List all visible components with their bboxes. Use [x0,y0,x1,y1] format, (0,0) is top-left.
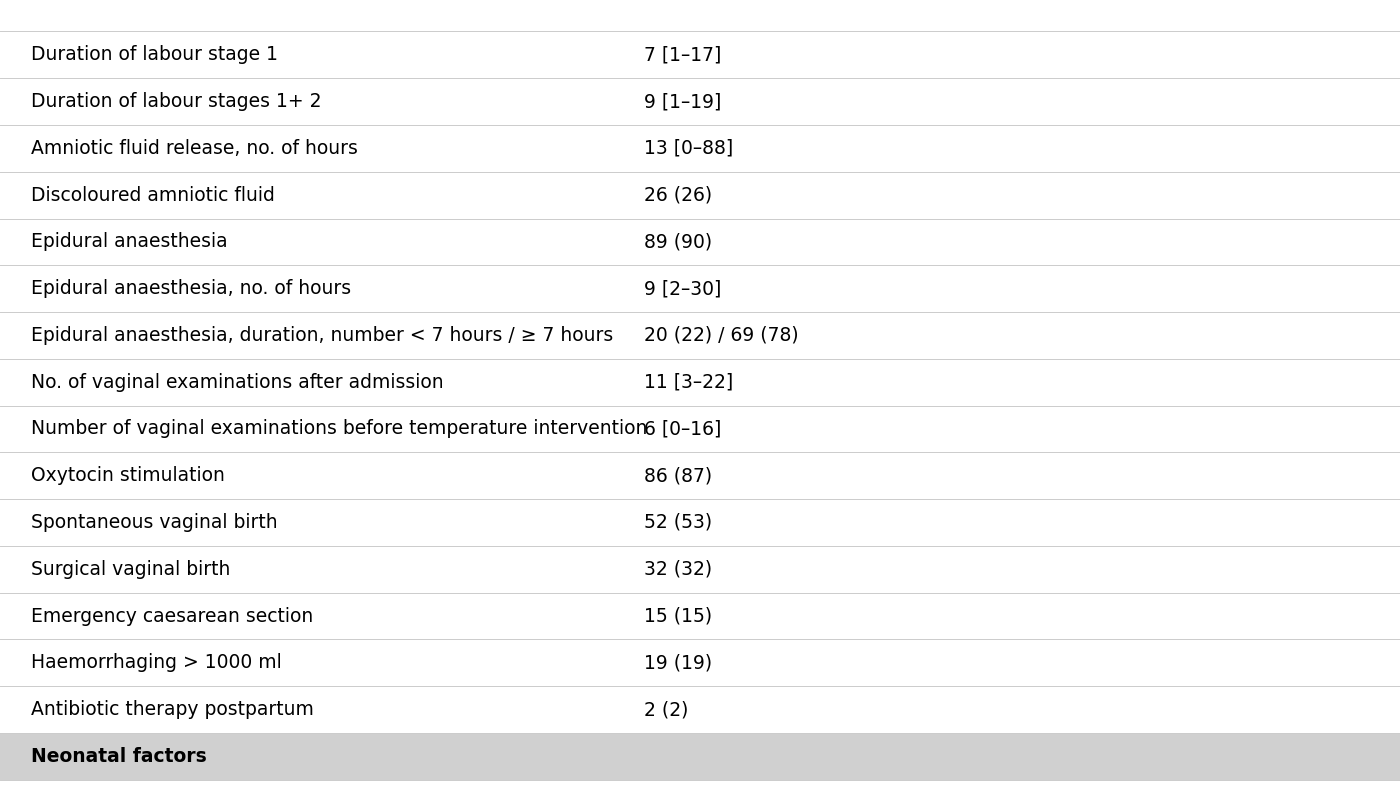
Text: Emergency caesarean section: Emergency caesarean section [31,607,314,626]
Text: 20 (22) / 69 (78): 20 (22) / 69 (78) [644,326,798,345]
Text: Epidural anaesthesia, no. of hours: Epidural anaesthesia, no. of hours [31,279,351,298]
Text: 15 (15): 15 (15) [644,607,713,626]
Text: 32 (32): 32 (32) [644,560,713,578]
Text: Amniotic fluid release, no. of hours: Amniotic fluid release, no. of hours [31,139,357,158]
Text: Duration of labour stage 1: Duration of labour stage 1 [31,46,277,64]
Text: 13 [0–88]: 13 [0–88] [644,139,734,158]
Text: Epidural anaesthesia, duration, number < 7 hours / ≥ 7 hours: Epidural anaesthesia, duration, number <… [31,326,613,345]
Text: Haemorrhaging > 1000 ml: Haemorrhaging > 1000 ml [31,653,281,672]
Text: Neonatal factors: Neonatal factors [31,747,207,766]
Text: Surgical vaginal birth: Surgical vaginal birth [31,560,230,578]
Text: Number of vaginal examinations before temperature intervention: Number of vaginal examinations before te… [31,420,647,439]
Text: 6 [0–16]: 6 [0–16] [644,420,721,439]
Text: 89 (90): 89 (90) [644,233,713,252]
Text: Epidural anaesthesia: Epidural anaesthesia [31,233,227,252]
Text: 86 (87): 86 (87) [644,466,713,485]
Text: 9 [1–19]: 9 [1–19] [644,92,721,111]
Text: Antibiotic therapy postpartum: Antibiotic therapy postpartum [31,700,314,719]
Text: 26 (26): 26 (26) [644,185,713,204]
Text: 52 (53): 52 (53) [644,513,713,532]
Text: 7 [1–17]: 7 [1–17] [644,46,721,64]
Text: 2 (2): 2 (2) [644,700,689,719]
Text: Oxytocin stimulation: Oxytocin stimulation [31,466,224,485]
FancyBboxPatch shape [0,733,1400,780]
Text: Spontaneous vaginal birth: Spontaneous vaginal birth [31,513,277,532]
Text: 19 (19): 19 (19) [644,653,713,672]
Text: Discoloured amniotic fluid: Discoloured amniotic fluid [31,185,274,204]
Text: No. of vaginal examinations after admission: No. of vaginal examinations after admiss… [31,373,444,391]
Text: Duration of labour stages 1+ 2: Duration of labour stages 1+ 2 [31,92,322,111]
Text: 11 [3–22]: 11 [3–22] [644,373,734,391]
Text: 9 [2–30]: 9 [2–30] [644,279,721,298]
